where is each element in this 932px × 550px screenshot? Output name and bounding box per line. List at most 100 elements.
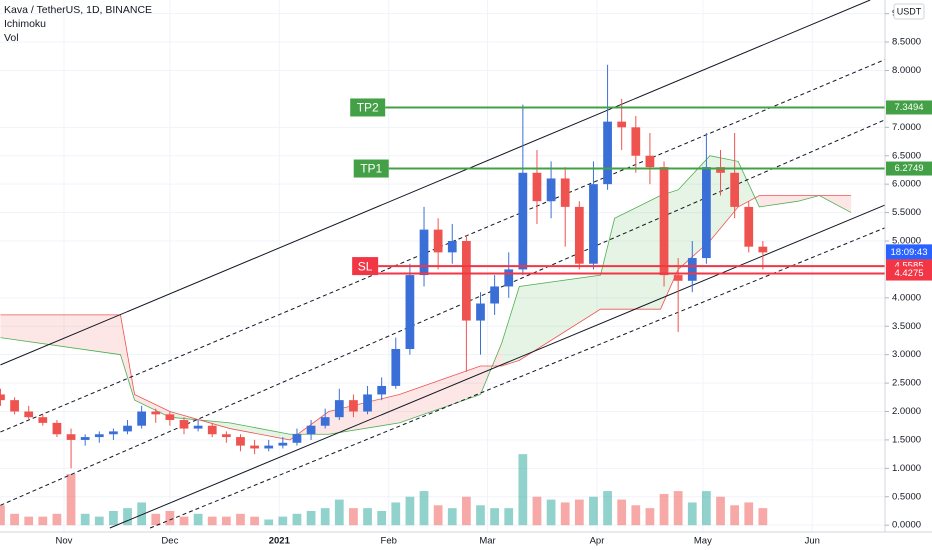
candle-body xyxy=(631,127,641,156)
level-price-box xyxy=(886,161,932,176)
volume-bar xyxy=(137,502,147,526)
volume-bar xyxy=(207,516,217,526)
volume-bar xyxy=(518,454,528,526)
y-tick-label: 3.5000 xyxy=(892,321,921,332)
candle-body xyxy=(589,184,598,264)
volume-bar xyxy=(250,516,259,526)
candle-body xyxy=(207,425,217,435)
candle-body xyxy=(716,167,725,173)
span-a xyxy=(0,155,852,435)
cloud-segment xyxy=(399,366,481,423)
level-tag-text: TP1 xyxy=(360,162,382,176)
candle-body xyxy=(377,385,387,395)
candle-body xyxy=(10,400,19,412)
x-tick-label: 2021 xyxy=(269,536,291,547)
y-tick-label: 5.0000 xyxy=(892,236,921,247)
volume-bar xyxy=(80,513,90,526)
volume-bar xyxy=(433,505,443,526)
candle-body xyxy=(603,121,612,185)
x-tick-label: Dec xyxy=(161,536,178,547)
candle-body xyxy=(560,178,570,207)
volume-bar xyxy=(151,513,161,526)
candle-body xyxy=(52,422,62,435)
candle-body xyxy=(433,229,443,253)
volume-bar xyxy=(673,491,683,526)
volume-bar xyxy=(603,491,612,526)
level-tag xyxy=(350,98,386,117)
volume-bar xyxy=(52,513,62,526)
volume-bar xyxy=(617,499,627,526)
x-tick-label: May xyxy=(694,536,712,547)
candle-body xyxy=(292,434,302,443)
currency-box[interactable] xyxy=(893,3,925,20)
volume-bar xyxy=(758,508,768,526)
volume-bar xyxy=(447,508,457,526)
volume-bar xyxy=(744,502,754,526)
candle-body xyxy=(193,425,203,429)
volume-bar xyxy=(320,508,330,526)
candle-body xyxy=(320,417,330,426)
y-tick-label: 3.0000 xyxy=(892,349,921,360)
channel xyxy=(0,0,885,529)
volume-bar xyxy=(659,493,669,526)
candle-body xyxy=(462,240,471,321)
volume xyxy=(0,454,768,526)
y-tick-label: 0.5000 xyxy=(892,491,921,502)
trend-line xyxy=(0,59,885,433)
levels: TP2 TP1 SL xyxy=(350,98,885,276)
volume-bar xyxy=(546,499,556,526)
volume-bar xyxy=(645,508,655,526)
currency[interactable]: USDT xyxy=(897,6,922,16)
candle-body xyxy=(334,400,344,418)
candle-body xyxy=(24,411,34,418)
y-tick-label: 2.0000 xyxy=(892,406,921,417)
volume-bar xyxy=(278,516,288,526)
countdown: 18:09:43 xyxy=(891,247,928,258)
y-tick-label: 8.5000 xyxy=(892,37,921,48)
volume-bar xyxy=(349,508,358,526)
volume-bar xyxy=(560,502,570,526)
y-tick-label: 1.5000 xyxy=(892,434,921,445)
y-tick-label: 0.0000 xyxy=(892,520,921,531)
candle-body xyxy=(278,442,288,446)
candle-body xyxy=(264,445,274,449)
volume-bar xyxy=(179,516,189,526)
candle-body xyxy=(236,437,245,446)
candle-body xyxy=(349,400,358,412)
volume-bar xyxy=(165,510,175,526)
y-tick-label: 6.5000 xyxy=(892,150,921,161)
volume-bar xyxy=(334,499,344,526)
candle-body xyxy=(532,172,542,202)
candle-body xyxy=(546,178,556,202)
y-tick-label: 8.0000 xyxy=(892,65,921,76)
cloud-segment xyxy=(229,422,290,440)
ichimoku-cloud xyxy=(0,155,852,441)
volume-bar xyxy=(10,513,19,526)
volume-bar xyxy=(490,508,499,526)
trend-line xyxy=(109,204,885,529)
candle-body xyxy=(306,425,316,435)
candle-body xyxy=(0,394,5,401)
level-price: 7.3494 xyxy=(894,102,923,113)
level-price: 4.4275 xyxy=(894,268,923,279)
candle-body xyxy=(94,434,104,438)
y-tick-label: 6.0000 xyxy=(892,179,921,190)
level-tag-text: TP2 xyxy=(357,101,379,115)
cloud-segment xyxy=(519,275,601,361)
volume-bar xyxy=(589,496,598,526)
cloud-segment xyxy=(501,286,520,367)
candle-body xyxy=(165,414,175,421)
cloud-segment xyxy=(614,195,661,310)
x-tick-label: Jun xyxy=(805,536,820,547)
candle-body xyxy=(38,417,48,423)
level-price: 4.5585 xyxy=(894,261,923,272)
volume-bar xyxy=(419,491,429,526)
candle-body xyxy=(419,229,429,276)
candle-body xyxy=(363,394,372,412)
volume-bar xyxy=(391,502,401,526)
level-tag xyxy=(353,159,389,178)
volume-bar xyxy=(94,516,104,526)
volume-bar xyxy=(292,513,302,526)
level-price-box xyxy=(886,266,932,281)
trend-line xyxy=(0,0,871,366)
